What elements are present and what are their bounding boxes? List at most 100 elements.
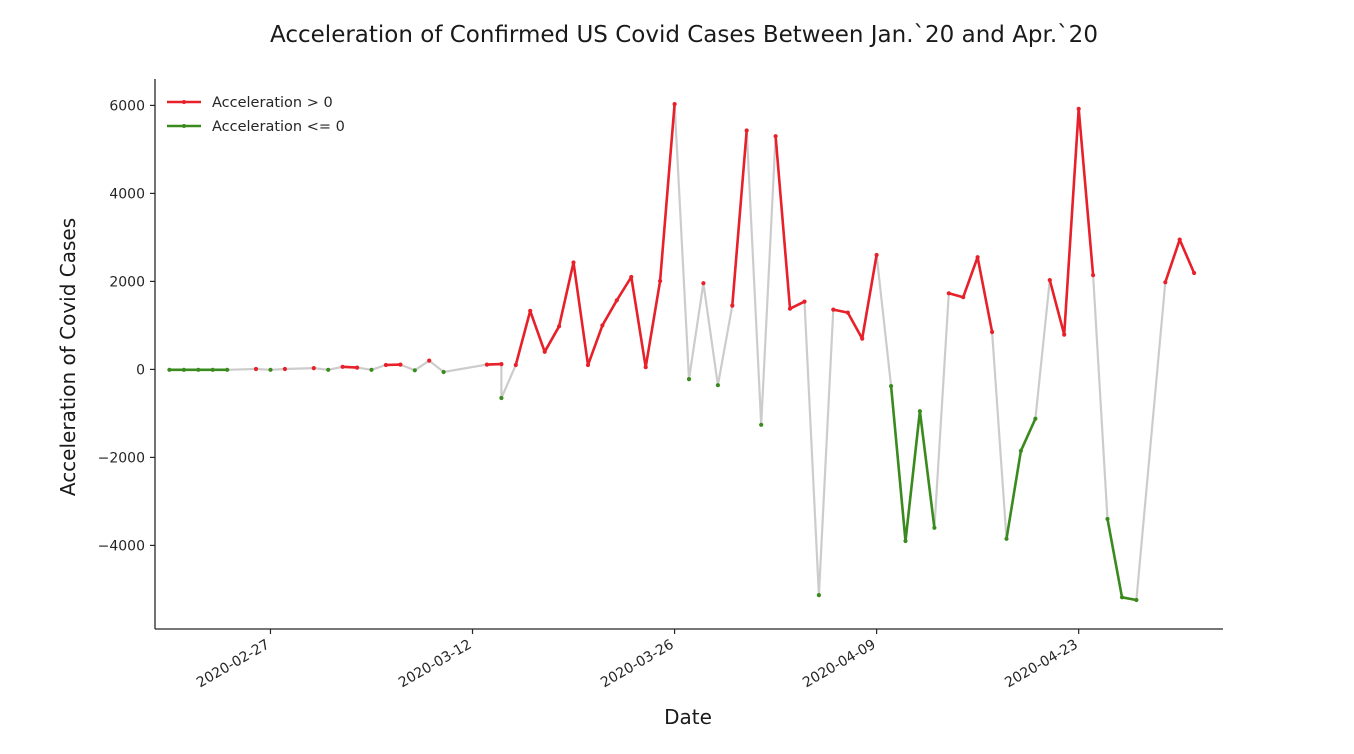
series-0-point — [542, 349, 547, 354]
series-0-segment — [860, 253, 878, 340]
series-0-segment — [644, 279, 662, 369]
plot-area — [167, 102, 1197, 603]
series-0-point — [1091, 273, 1096, 278]
x-tick-label: 2020-04-09 — [800, 637, 878, 692]
series-1-segment — [904, 409, 922, 543]
series-1-point — [1004, 536, 1009, 541]
series-0-point — [1047, 278, 1052, 283]
series-1-point — [1105, 516, 1110, 522]
series-0-point — [975, 255, 980, 260]
connector-line — [169, 102, 1196, 602]
series-1-point — [441, 369, 446, 375]
series-0-point — [802, 299, 807, 304]
series-0-point — [282, 366, 287, 372]
series-0-point — [398, 362, 403, 367]
series-1-point — [917, 409, 923, 414]
series-0-point — [946, 291, 951, 296]
x-axis-label: Date — [664, 705, 712, 729]
x-tick-label: 2020-03-12 — [396, 637, 474, 692]
x-tick-label: 2020-04-23 — [1002, 637, 1080, 692]
series-0-point — [571, 260, 576, 265]
x-tick-label: 2020-02-27 — [194, 637, 272, 692]
series-0-segment — [572, 261, 590, 367]
series-1-point — [181, 367, 186, 372]
series-1-point — [196, 367, 201, 372]
series-0-point — [629, 274, 634, 280]
series-0-point — [961, 295, 966, 300]
series-0-point — [340, 364, 345, 369]
series-0-point — [311, 366, 316, 371]
x-ticks: 2020-02-27 2020-03-12 2020-03-26 2020-04-09… — [194, 629, 1081, 691]
series-0-segment — [774, 134, 792, 311]
series-0-point — [730, 303, 735, 308]
series-0-segment — [629, 275, 648, 369]
series-0-segment — [730, 129, 749, 307]
series-0-point — [600, 323, 605, 328]
series-1-segment — [918, 409, 936, 530]
series-0-point — [831, 307, 836, 312]
series-0-point — [614, 298, 619, 303]
series-0-point — [1163, 280, 1168, 285]
y-ticks: 6000 4000 2000 0 −2000 −4000 — [98, 98, 155, 554]
series-0-point — [990, 329, 995, 335]
legend: Acceleration > 0 Acceleration <= 0 — [167, 95, 345, 135]
axes — [154, 79, 1223, 630]
y-tick-label: 4000 — [109, 186, 145, 202]
series-0-point — [744, 128, 749, 133]
series-1-point — [816, 593, 822, 598]
series-1-point — [268, 367, 273, 372]
series-0-segment — [947, 291, 965, 299]
y-tick-label: −2000 — [98, 450, 145, 466]
chart-title: Acceleration of Confirmed US Covid Cases… — [270, 22, 1098, 48]
series-0-segment — [514, 309, 532, 367]
series-0-point — [355, 365, 360, 370]
series-0-segment — [528, 309, 547, 354]
series-1-point — [889, 384, 894, 389]
series-0-segment — [788, 300, 806, 311]
series-1-segment — [889, 384, 907, 543]
series-0-point — [383, 362, 388, 368]
series-1-point — [167, 367, 172, 372]
series-1-point — [1033, 416, 1038, 421]
series-0-segment — [557, 261, 575, 328]
series-1-segment — [1019, 417, 1037, 453]
series-0-point — [845, 310, 850, 315]
series-0-point — [787, 306, 793, 311]
series-1-segment — [1106, 517, 1124, 599]
series-0-segment — [658, 102, 676, 283]
series-0-point — [1062, 332, 1067, 337]
series-0-segment — [615, 275, 633, 302]
legend-nonpositive-label: Acceleration <= 0 — [212, 119, 345, 135]
series-1-point — [686, 377, 692, 382]
series-0-segment — [601, 298, 619, 327]
series-0-point — [860, 336, 865, 341]
y-tick-label: 0 — [136, 362, 145, 378]
series-0-segment — [831, 308, 850, 314]
series-0-point — [658, 278, 663, 284]
series-0-segment — [1048, 278, 1066, 336]
legend-positive-label: Acceleration > 0 — [212, 95, 333, 111]
series-1-point — [369, 367, 374, 372]
series-0-point — [701, 281, 706, 286]
series-1-point — [903, 538, 908, 544]
series-0-segment — [586, 324, 604, 367]
series-1-segment — [1120, 595, 1138, 602]
y-tick-label: 6000 — [109, 98, 145, 114]
series-0-segment — [1164, 238, 1181, 284]
series-1-point — [499, 395, 504, 401]
series-0-point — [528, 308, 533, 313]
series-0-point — [1192, 270, 1197, 276]
series-0-point — [499, 362, 504, 367]
series-1-point — [210, 367, 215, 372]
legend-positive-marker — [182, 100, 186, 104]
series-0-point — [874, 252, 879, 258]
series-0-point — [643, 365, 648, 370]
series-0-segment — [485, 362, 503, 366]
y-tick-label: 2000 — [109, 274, 145, 290]
y-tick-label: −4000 — [98, 538, 145, 554]
series-0-point — [1076, 106, 1081, 111]
series-0-segment — [1077, 107, 1095, 277]
series-0-point — [773, 134, 778, 139]
series-1-point — [326, 367, 331, 372]
